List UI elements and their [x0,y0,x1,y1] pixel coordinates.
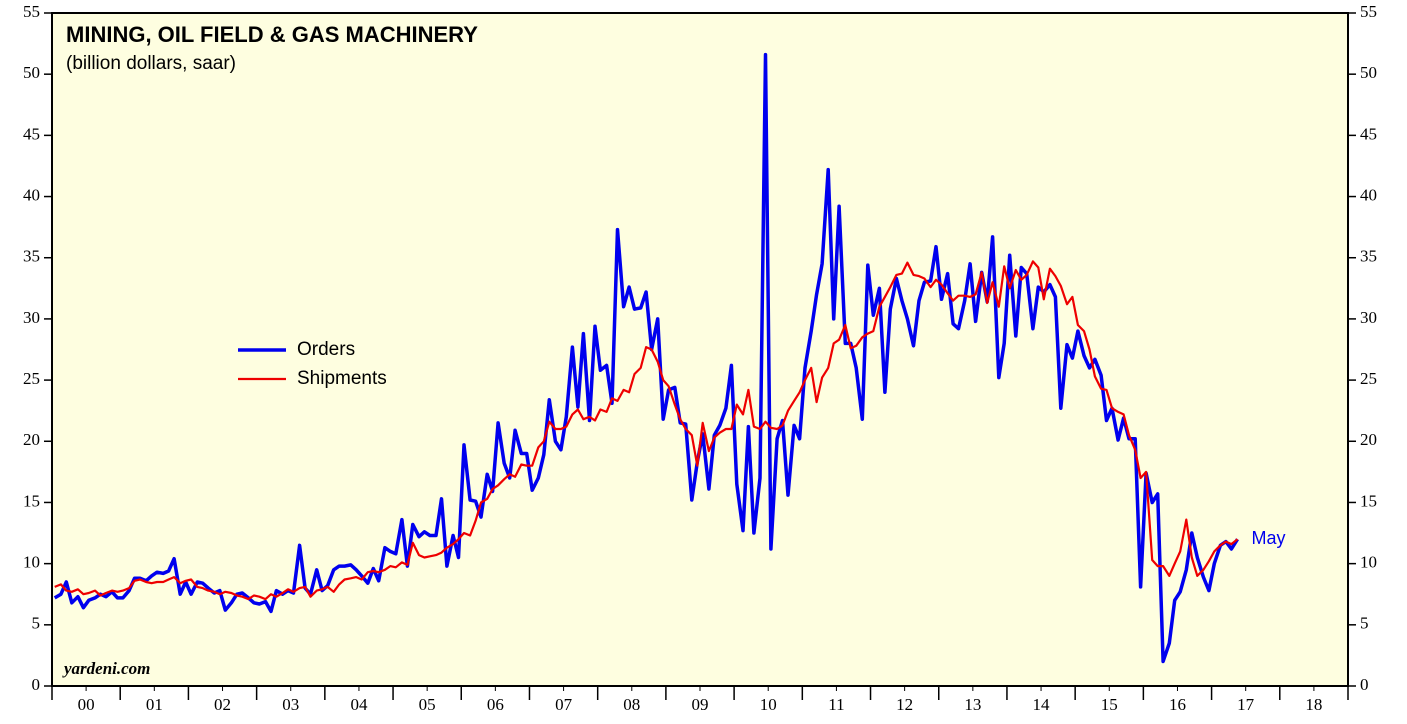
legend-label: Shipments [297,368,387,389]
y-tick-label: 35 [23,247,40,266]
x-tick-label: 04 [350,695,368,714]
x-tick-label: 03 [282,695,299,714]
x-tick-label: 17 [1237,695,1255,714]
x-tick-label: 14 [1033,695,1051,714]
y2-tick-label: 40 [1360,185,1377,204]
x-tick-label: 18 [1305,695,1322,714]
y-tick-label: 15 [23,491,40,510]
chart-subtitle: (billion dollars, saar) [66,53,236,74]
y-tick-label: 25 [23,369,40,388]
x-tick-label: 12 [896,695,913,714]
y-tick-label: 45 [23,124,40,143]
y2-tick-label: 30 [1360,308,1377,327]
y-tick-label: 0 [32,675,41,694]
x-tick-label: 08 [623,695,640,714]
x-tick-label: 16 [1169,695,1186,714]
series-line [54,260,1239,601]
y2-tick-label: 15 [1360,491,1377,510]
y2-tick-label: 35 [1360,247,1377,266]
end-label: May [1251,528,1285,548]
y-tick-label: 50 [23,63,40,82]
series-line [53,52,1239,664]
x-tick-label: 13 [964,695,981,714]
x-tick-label: 00 [78,695,95,714]
y2-tick-label: 0 [1360,675,1369,694]
y2-tick-label: 45 [1360,124,1377,143]
y-tick-label: 55 [23,2,40,21]
x-tick-label: 11 [828,695,844,714]
y2-tick-label: 5 [1360,614,1369,633]
chart-title: MINING, OIL FIELD & GAS MACHINERY [66,22,478,47]
y-tick-label: 10 [23,553,40,572]
y-tick-label: 30 [23,308,40,327]
y2-tick-label: 10 [1360,553,1377,572]
y2-tick-label: 55 [1360,2,1377,21]
x-tick-label: 01 [146,695,163,714]
y-tick-label: 40 [23,185,40,204]
x-tick-label: 10 [760,695,777,714]
x-tick-label: 06 [487,695,504,714]
x-tick-label: 15 [1101,695,1118,714]
y-tick-label: 5 [32,614,41,633]
x-tick-label: 09 [692,695,709,714]
x-tick-label: 07 [555,695,573,714]
y2-tick-label: 25 [1360,369,1377,388]
y2-tick-label: 20 [1360,430,1377,449]
y2-tick-label: 50 [1360,63,1377,82]
x-tick-label: 02 [214,695,231,714]
legend-label: Orders [297,339,355,360]
source-note: yardeni.com [62,659,150,678]
x-tick-label: 05 [419,695,436,714]
y-tick-label: 20 [23,430,40,449]
